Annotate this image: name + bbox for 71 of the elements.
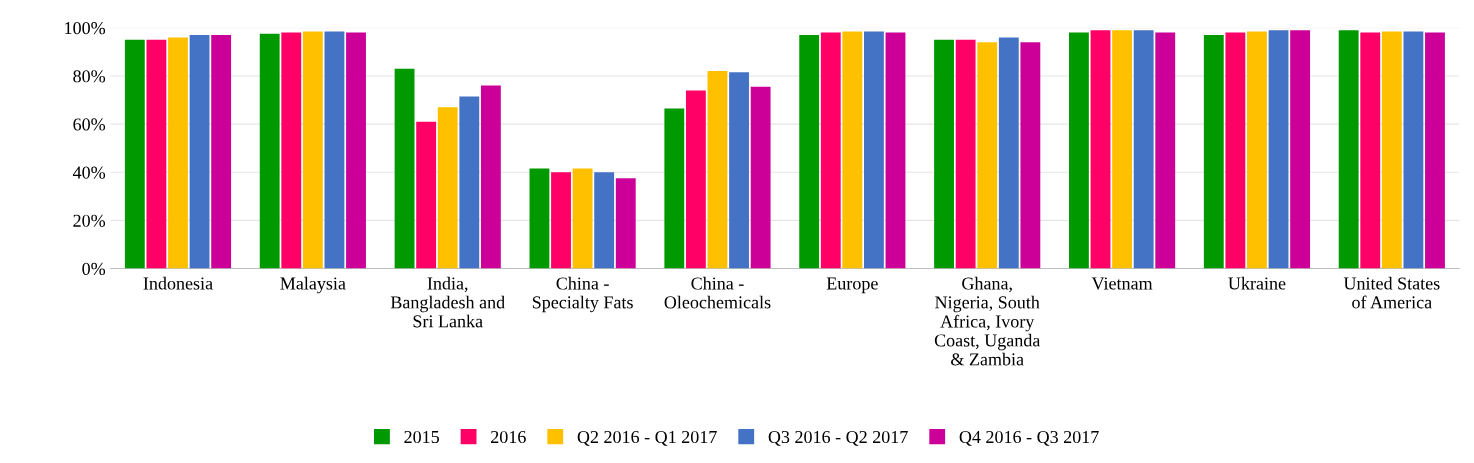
bar: [1403, 31, 1424, 269]
bar: [729, 72, 749, 269]
bar: [1247, 31, 1267, 269]
bar: [820, 32, 841, 269]
bar: [750, 86, 771, 269]
bar: [1069, 32, 1089, 269]
bar: [394, 68, 415, 269]
bar: [1425, 32, 1445, 269]
y-tick-label: 100%: [65, 22, 106, 35]
bar: [977, 42, 998, 269]
bar: [707, 71, 728, 269]
bar: [664, 108, 685, 269]
bar: [1133, 30, 1154, 269]
x-tick-label: United States of America: [1343, 276, 1440, 309]
bar: [998, 37, 1019, 269]
x-tick-label: India, Bangladesh and Sri Lanka: [390, 276, 505, 328]
x-tick-label: Indonesia: [143, 276, 213, 290]
bar: [1225, 32, 1246, 269]
bar: [551, 172, 571, 269]
legend-label: 2016: [491, 430, 526, 444]
bar: [281, 32, 302, 269]
bar: [416, 121, 437, 269]
x-tick-label: Ukraine: [1228, 276, 1286, 290]
bar: [459, 96, 480, 269]
x-tick-label: Vietnam: [1091, 277, 1153, 290]
y-tick-label: 20%: [73, 214, 106, 227]
bar: [302, 31, 323, 269]
x-tick-label: Ghana, Nigeria, South Africa, Ivory Coast, Uganda & Zambia: [934, 276, 1041, 366]
x-tick-label: Europe: [826, 277, 878, 294]
bar: [124, 39, 145, 269]
legend-label: 2015: [404, 430, 439, 444]
bar: [1203, 35, 1224, 269]
bar: [168, 37, 188, 269]
bar: [572, 168, 593, 269]
bar: [480, 85, 501, 269]
bar: [885, 32, 906, 269]
bar: [346, 32, 366, 269]
bar: [1338, 30, 1359, 269]
legend-label: Q2 2016 - Q1 2017: [577, 430, 717, 446]
y-tick-label: 40%: [72, 166, 106, 179]
bar: [955, 39, 976, 269]
bar: [1268, 30, 1289, 269]
bar: [259, 33, 280, 269]
x-tick-label: China - Specialty Fats: [532, 276, 633, 313]
y-tick-label: 60%: [73, 118, 106, 131]
bar: [146, 39, 167, 269]
legend-label: Q4 2016 - Q3 2017: [959, 430, 1099, 446]
x-tick-label: China - Oleochemicals: [664, 276, 771, 309]
bar: [842, 31, 863, 269]
x-tick-label: Malaysia: [280, 276, 346, 294]
y-tick-label: 0%: [82, 262, 106, 276]
bar: [1020, 42, 1041, 269]
legend-label: Q3 2016 - Q2 2017: [768, 430, 908, 446]
bar: [437, 107, 458, 269]
bar: [1155, 32, 1176, 269]
bar: [615, 178, 636, 269]
bar: [799, 35, 820, 269]
bar: [529, 168, 550, 269]
bar: [594, 172, 615, 269]
bar: [1360, 32, 1381, 269]
bar: [863, 31, 884, 269]
bar: [1290, 30, 1311, 269]
bar: [1112, 30, 1133, 269]
bar: [1090, 30, 1111, 269]
bar: [189, 35, 210, 269]
y-tick-label: 80%: [73, 70, 106, 83]
bar: [1381, 31, 1402, 269]
bar: [211, 35, 232, 269]
bar: [324, 31, 345, 269]
bar: [685, 90, 706, 269]
bar: [934, 39, 954, 269]
